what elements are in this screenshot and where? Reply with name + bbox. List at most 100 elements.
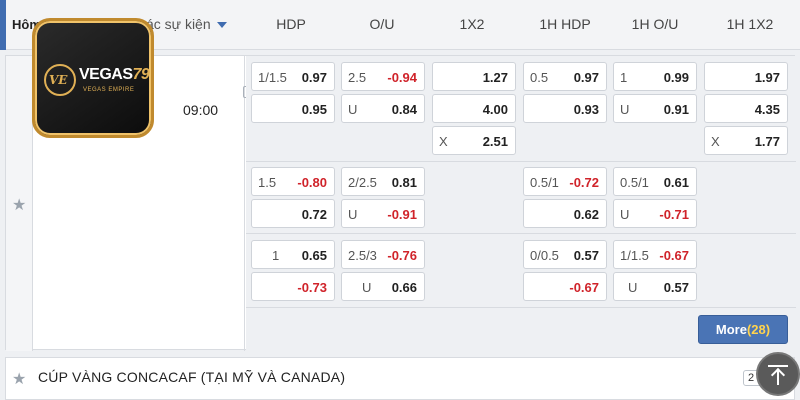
odds-value: -0.67 <box>569 280 599 295</box>
odds-cell[interactable]: U 0.84 <box>341 94 425 123</box>
odds-cell[interactable]: -0.73 <box>251 272 335 301</box>
odds-cell[interactable]: 0.5/1 -0.72 <box>523 167 607 196</box>
odds-value: 0.81 <box>391 175 417 190</box>
logo-mark-text: VE <box>49 73 68 87</box>
match-time: 09:00 <box>183 102 219 118</box>
odds-cell[interactable]: U 0.91 <box>613 94 697 123</box>
odds-value: 0.93 <box>573 102 599 117</box>
odds-value: 0.66 <box>391 280 417 295</box>
odds-cell[interactable]: 1.27 <box>432 62 516 91</box>
odds-line: 0.5 <box>530 70 549 85</box>
events-dropdown[interactable]: ác sự kiện <box>146 16 227 32</box>
odds-value: -0.71 <box>659 207 689 222</box>
odds-value: 1.97 <box>754 70 780 85</box>
odds-cell[interactable]: U 0.66 <box>341 272 425 301</box>
row-divider <box>246 161 796 162</box>
odds-value: -0.76 <box>387 248 417 263</box>
odds-line: U <box>628 280 638 295</box>
odds-line: 1/1.5 <box>620 248 649 263</box>
more-button[interactable]: More(28) <box>698 315 788 344</box>
col-1x2: 1X2 <box>459 16 485 32</box>
odds-cell[interactable]: 2.5 -0.94 <box>341 62 425 91</box>
col-ou: O/U <box>369 16 395 32</box>
odds-line: 0/0.5 <box>530 248 559 263</box>
odds-line: 1.5 <box>258 175 277 190</box>
odds-cell[interactable]: 0.93 <box>523 94 607 123</box>
odds-value: 1.27 <box>482 70 508 85</box>
odds-value: 0.61 <box>663 175 689 190</box>
odds-cell[interactable]: 0.72 <box>251 199 335 228</box>
odds-value: 0.97 <box>573 70 599 85</box>
odds-value: 0.57 <box>573 248 599 263</box>
odds-cell[interactable]: -0.67 <box>523 272 607 301</box>
odds-line: X <box>711 134 720 149</box>
odds-value: 0.97 <box>301 70 327 85</box>
odds-line: 1 <box>272 248 280 263</box>
odds-cell[interactable]: 2.5/3 -0.76 <box>341 240 425 269</box>
odds-value: -0.67 <box>659 248 689 263</box>
odds-line: U <box>620 102 630 117</box>
odds-cell[interactable]: U 0.57 <box>613 272 697 301</box>
odds-value: -0.73 <box>297 280 327 295</box>
logo-number: 79 <box>132 66 150 83</box>
match-favorite-column: ★ <box>6 56 33 351</box>
odds-cell[interactable]: 1 0.99 <box>613 62 697 91</box>
odds-cell[interactable]: 0.62 <box>523 199 607 228</box>
odds-value: 4.00 <box>482 102 508 117</box>
odds-cell[interactable]: U -0.71 <box>613 199 697 228</box>
league-name: CÚP VÀNG CONCACAF (TẠI MỸ VÀ CANADA) <box>38 369 346 385</box>
odds-value: -0.94 <box>387 70 417 85</box>
odds-value: 0.62 <box>573 207 599 222</box>
odds-cell[interactable]: 1 0.65 <box>251 240 335 269</box>
odds-value: 0.65 <box>301 248 327 263</box>
odds-line: U <box>348 102 358 117</box>
odds-cell[interactable]: 1/1.5 -0.67 <box>613 240 697 269</box>
odds-cell[interactable]: 0/0.5 0.57 <box>523 240 607 269</box>
odds-cell[interactable]: 1/1.5 0.97 <box>251 62 335 91</box>
more-label: More <box>715 322 747 337</box>
col-1h-ou: 1H O/U <box>631 16 679 32</box>
odds-cell[interactable]: X 1.77 <box>704 126 788 155</box>
row-divider <box>246 307 796 308</box>
star-icon[interactable]: ★ <box>12 197 27 214</box>
logo-wordmark: VEGAS79 <box>79 66 150 84</box>
odds-line: U <box>348 207 358 222</box>
odds-line: 1 <box>620 70 628 85</box>
odds-value: -0.91 <box>387 207 417 222</box>
scroll-top-bar <box>768 365 788 367</box>
odds-value: 0.72 <box>301 207 327 222</box>
odds-cell[interactable]: 0.95 <box>251 94 335 123</box>
odds-line: U <box>362 280 372 295</box>
odds-value: 0.57 <box>663 280 689 295</box>
caret-down-icon <box>216 22 227 29</box>
odds-line: 1/1.5 <box>258 70 287 85</box>
odds-cell[interactable]: 0.5 0.97 <box>523 62 607 91</box>
scroll-top-arrow <box>770 367 786 383</box>
odds-cell[interactable]: X 2.51 <box>432 126 516 155</box>
odds-cell[interactable]: U -0.91 <box>341 199 425 228</box>
odds-line: 0.5/1 <box>530 175 559 190</box>
odds-value: 0.91 <box>663 102 689 117</box>
row-divider <box>246 233 796 234</box>
logo-word: VEGAS <box>79 66 133 83</box>
odds-value: 0.84 <box>391 102 417 117</box>
odds-line: 2.5 <box>348 70 367 85</box>
odds-value: -0.80 <box>297 175 327 190</box>
odds-value: 2.51 <box>482 134 508 149</box>
league-row[interactable]: ★ CÚP VÀNG CONCACAF (TẠI MỸ VÀ CANADA) 2 <box>5 357 795 400</box>
odds-cell[interactable]: 2/2.5 0.81 <box>341 167 425 196</box>
vegas79-logo: VE VEGAS79 VEGAS EMPIRE <box>32 18 154 138</box>
scroll-top-icon[interactable] <box>756 352 800 396</box>
odds-cell[interactable]: 1.97 <box>704 62 788 91</box>
odds-line: 2.5/3 <box>348 248 377 263</box>
odds-cell[interactable]: 1.5 -0.80 <box>251 167 335 196</box>
star-icon[interactable]: ★ <box>12 371 27 388</box>
header-accent <box>0 0 6 50</box>
more-count: (28) <box>746 322 771 337</box>
odds-cell[interactable]: 4.00 <box>432 94 516 123</box>
odds-cell[interactable]: 4.35 <box>704 94 788 123</box>
odds-cell[interactable]: 0.5/1 0.61 <box>613 167 697 196</box>
odds-value: 4.35 <box>754 102 780 117</box>
odds-value: 0.95 <box>301 102 327 117</box>
